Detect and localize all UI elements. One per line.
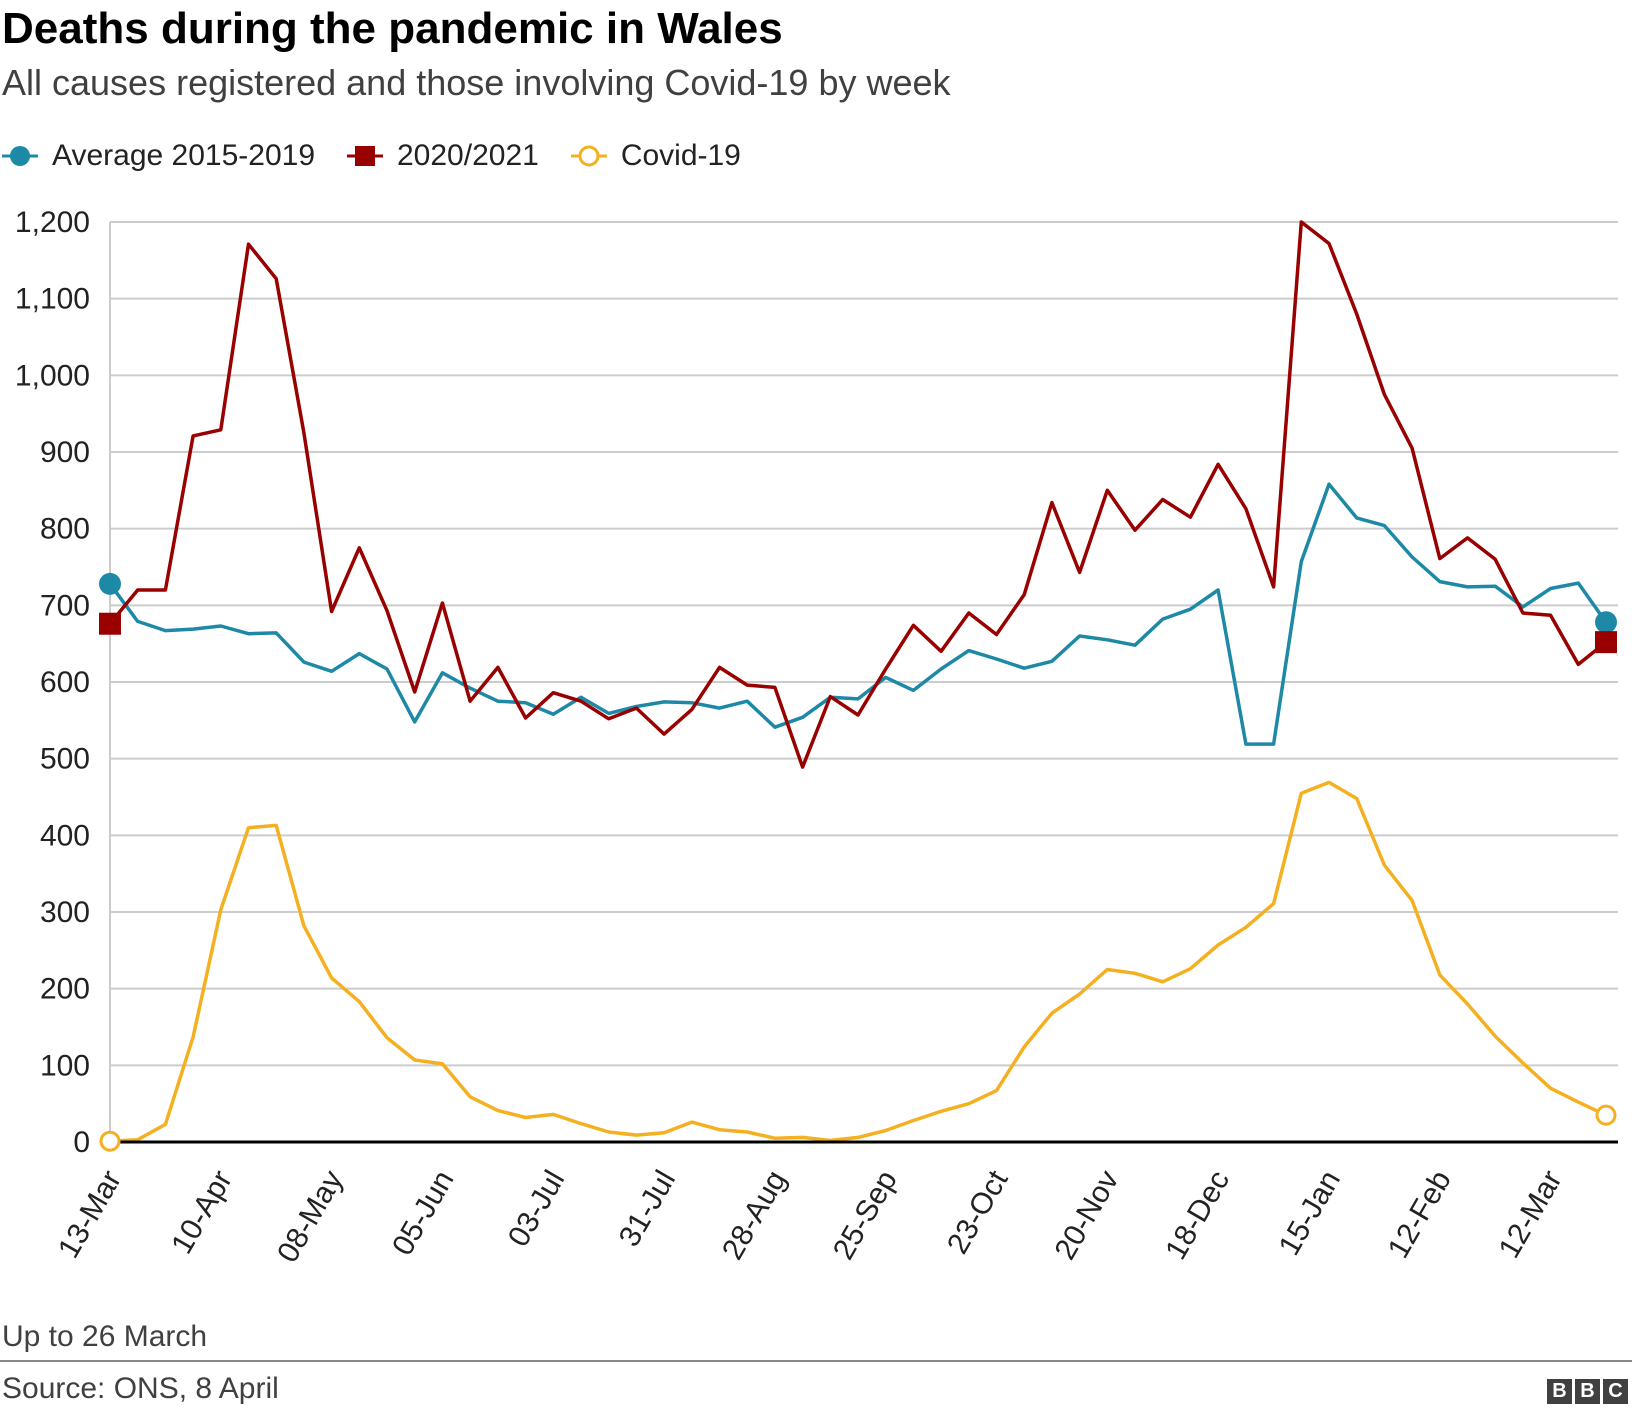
y-tick-label: 0 — [73, 1126, 90, 1159]
y-tick-label: 300 — [40, 896, 90, 929]
2020-2021-start-marker — [99, 612, 121, 635]
y-tick-label: 400 — [40, 819, 90, 852]
chart-subtitle: All causes registered and those involvin… — [2, 62, 951, 103]
x-tick-label: 13-Mar — [52, 1165, 128, 1264]
source-note: Source: ONS, 8 April — [2, 1372, 279, 1405]
2020-2021-end-marker — [1595, 631, 1617, 654]
legend-item-average: Average 2015-2019 — [0, 139, 315, 173]
series-line-2 — [109, 780, 1607, 1143]
chart-title: Deaths during the pandemic in Wales — [2, 4, 783, 53]
y-tick-label: 500 — [40, 743, 90, 776]
legend-label-covid: Covid-19 — [620, 139, 741, 172]
x-tick-label: 12-Feb — [1382, 1165, 1458, 1264]
y-tick-label: 200 — [40, 973, 90, 1006]
series-line-0 — [108, 482, 1608, 746]
legend-item-2020-2021: 2020/2021 — [345, 139, 539, 173]
logo-block: B — [1547, 1379, 1572, 1404]
covid-end-marker — [1595, 1104, 1617, 1126]
chart-legend: Average 2015-2019 2020/2021 Covid-19 — [0, 136, 771, 176]
x-tick-label: 28-Aug — [716, 1165, 793, 1265]
line-chart: 0 100 200 300 400 500 600 700 800 900 1,000 1,100 1,… — [15, 206, 1618, 1268]
circle-marker-icon — [2, 146, 38, 166]
y-tick-label: 1,100 — [15, 283, 90, 316]
y-tick-label: 700 — [40, 589, 90, 622]
y-tick-label: 100 — [40, 1049, 90, 1082]
square-marker-icon — [347, 146, 383, 166]
legend-label-2020-2021: 2020/2021 — [397, 139, 539, 172]
x-tick-label: 03-Jul — [502, 1165, 571, 1252]
x-tick-label: 31-Jul — [613, 1165, 682, 1252]
x-tick-label: 08-May — [271, 1165, 350, 1268]
y-tick-label: 900 — [40, 436, 90, 469]
y-tick-label: 600 — [40, 666, 90, 699]
y-tick-label: 800 — [40, 513, 90, 546]
footer-divider — [0, 1360, 1632, 1362]
logo-block: B — [1575, 1379, 1600, 1404]
x-tick-label: 05-Jun — [386, 1165, 460, 1261]
x-tick-label: 20-Nov — [1048, 1165, 1125, 1265]
x-tick-label: 18-Dec — [1159, 1165, 1236, 1265]
legend-label-average: Average 2015-2019 — [52, 139, 315, 172]
covid-start-marker — [99, 1130, 121, 1152]
average-end-marker — [1595, 611, 1617, 634]
y-tick-label: 1,200 — [15, 206, 90, 239]
average-start-marker — [99, 572, 121, 595]
legend-item-covid: Covid-19 — [569, 139, 741, 173]
hollow-circle-marker-icon — [570, 145, 607, 167]
x-tick-label: 23-Oct — [941, 1164, 1015, 1259]
y-tick-label: 1,000 — [15, 359, 90, 392]
x-tick-label: 12-Mar — [1493, 1165, 1569, 1264]
footnote: Up to 26 March — [2, 1320, 208, 1353]
bbc-logo: B B C — [1544, 1379, 1628, 1404]
x-tick-label: 10-Apr — [165, 1165, 239, 1259]
x-tick-label: 15-Jan — [1273, 1165, 1347, 1261]
series-line-1 — [108, 220, 1608, 769]
logo-block: C — [1603, 1379, 1628, 1404]
x-tick-label: 25-Sep — [827, 1165, 904, 1265]
